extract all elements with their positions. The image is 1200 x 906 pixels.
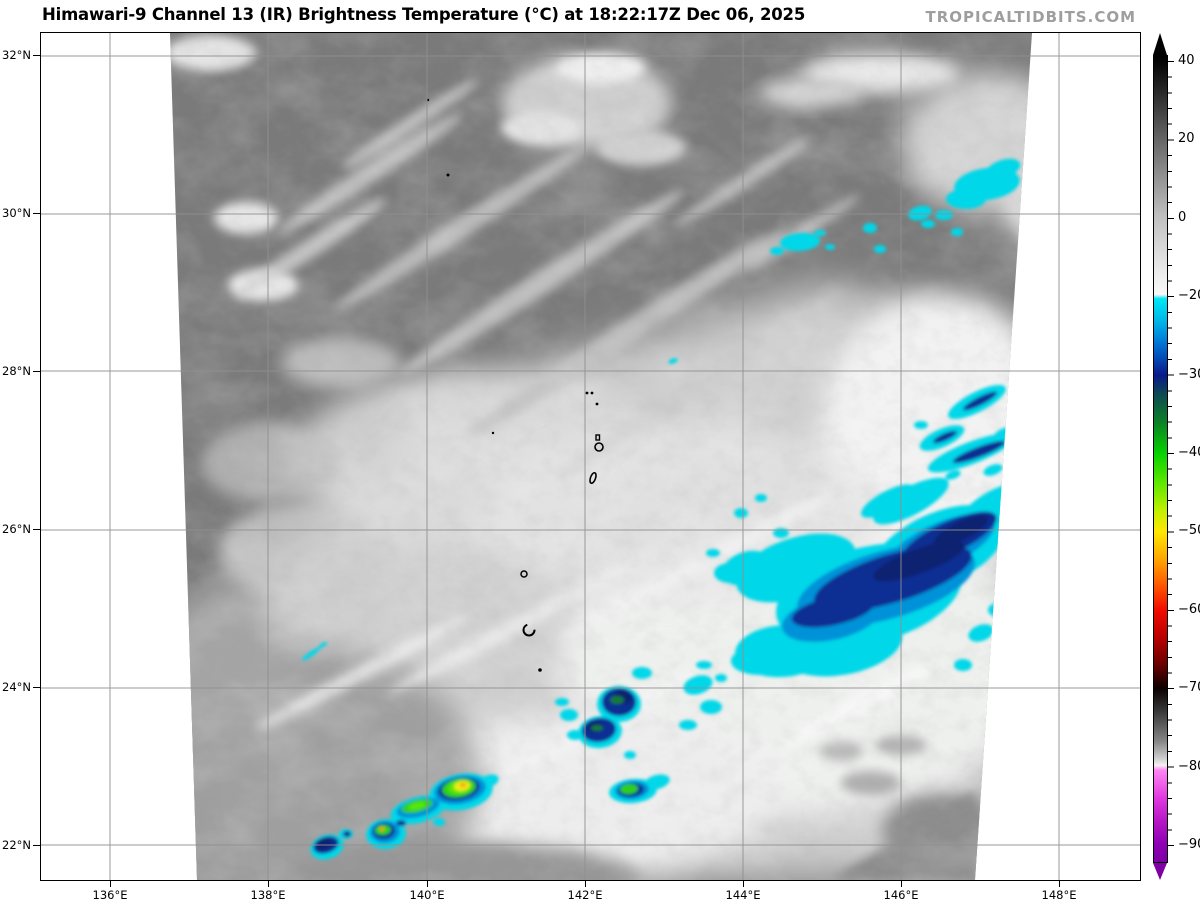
lat-tick: [33, 213, 40, 214]
watermark-tropicaltidbits: TROPICALTIDBITS.COM: [925, 8, 1136, 26]
colorbar-tick-label: 20: [1178, 131, 1195, 146]
lon-tick: [110, 881, 111, 887]
colorbar-arrow-top: [1153, 33, 1167, 55]
satellite-imagery: [41, 33, 1140, 880]
lon-tick: [268, 881, 269, 887]
lat-tick: [33, 55, 40, 56]
colorbar-tick-label: −90: [1178, 837, 1200, 852]
colorbar-major-ticks: [1168, 61, 1174, 846]
lat-label: 32°N: [2, 48, 31, 62]
lat-tick: [33, 845, 40, 846]
colorbar-tick-label: −70: [1178, 680, 1200, 695]
map-plot-area: [40, 32, 1141, 881]
lon-label: 138°E: [250, 888, 286, 902]
colorbar-tick-label: −60: [1178, 602, 1200, 617]
lon-tick: [743, 881, 744, 887]
lon-tick: [585, 881, 586, 887]
colorbar-tick-label: −80: [1178, 759, 1200, 774]
lat-tick: [33, 687, 40, 688]
ir-image-swath: [170, 33, 1032, 880]
lon-label: 148°E: [1041, 888, 1077, 902]
lon-label: 140°E: [409, 888, 445, 902]
graticule-gridlines: [41, 33, 1140, 880]
lat-label: 24°N: [2, 680, 31, 694]
colorbar-tick-label: −30: [1178, 367, 1200, 382]
colorbar-tick-label: −50: [1178, 523, 1200, 538]
lat-label: 22°N: [2, 838, 31, 852]
lon-label: 136°E: [92, 888, 128, 902]
lon-tick: [1059, 881, 1060, 887]
lon-label: 144°E: [725, 888, 761, 902]
lat-label: 30°N: [2, 206, 31, 220]
lat-label: 28°N: [2, 364, 31, 378]
lon-tick: [901, 881, 902, 887]
lat-label: 26°N: [2, 522, 31, 536]
lon-tick: [427, 881, 428, 887]
colorbar-arrow-bottom: [1153, 863, 1167, 880]
lon-label: 142°E: [567, 888, 603, 902]
page-title: Himawari-9 Channel 13 (IR) Brightness Te…: [42, 5, 806, 24]
island-outlines: [426, 98, 604, 672]
colorbar-tick-label: −20: [1178, 288, 1200, 303]
colorbar-tick-label: −40: [1178, 445, 1200, 460]
lon-label: 146°E: [883, 888, 919, 902]
lat-tick: [33, 371, 40, 372]
lat-tick: [33, 529, 40, 530]
colorbar-gradient: [1153, 55, 1168, 863]
cold-cloud-enhancement: [301, 158, 1030, 860]
colorbar-tick-label: 0: [1178, 210, 1187, 225]
colorbar-tick-label: 40: [1178, 53, 1195, 68]
